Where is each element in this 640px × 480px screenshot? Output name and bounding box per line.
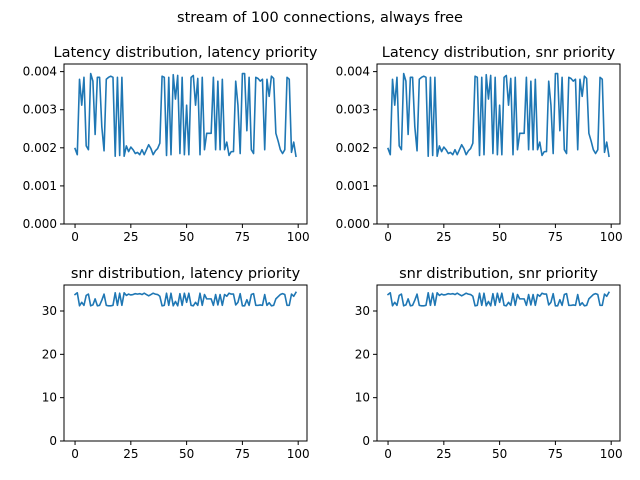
x-tick-label: 100 [600, 447, 623, 461]
x-tick-label: 0 [71, 230, 79, 244]
x-tick-label: 100 [600, 230, 623, 244]
series-line [387, 72, 610, 158]
y-tick-label: 20 [42, 347, 57, 361]
x-tick-label: 50 [179, 230, 194, 244]
x-tick-label: 50 [492, 230, 507, 244]
series-line [74, 72, 297, 158]
series-line [386, 291, 611, 307]
x-tick-label: 25 [123, 447, 138, 461]
plot-frame [376, 284, 621, 442]
x-tick-label: 25 [123, 230, 138, 244]
x-tick-label: 75 [548, 230, 563, 244]
figure-suptitle: stream of 100 connections, always free [177, 10, 463, 26]
y-tick-label: 0.004 [336, 65, 370, 79]
x-tick-label: 0 [384, 230, 392, 244]
y-tick-label: 0.000 [336, 217, 370, 231]
x-tick-label: 0 [71, 447, 79, 461]
x-tick-label: 100 [287, 230, 310, 244]
y-tick-label: 10 [355, 391, 370, 405]
y-tick-label: 20 [355, 347, 370, 361]
x-tick-label: 75 [235, 230, 250, 244]
subplot-title: Latency distribution, latency priority [54, 45, 318, 61]
x-tick-label: 0 [384, 447, 392, 461]
subplot-2: Latency distribution, snr priority 0 25 50 7… [336, 45, 623, 244]
y-tick-label: 0.004 [23, 65, 57, 79]
subplot-1: Latency distribution, latency priority 0 2… [23, 45, 318, 244]
x-tick-label: 25 [436, 447, 451, 461]
y-tick-label: 0 [362, 434, 370, 448]
y-tick-label: 0.001 [336, 179, 370, 193]
plot-frame [376, 63, 621, 225]
subplot-title: snr distribution, snr priority [399, 266, 598, 282]
plot-frame [63, 284, 308, 442]
subplot-title: Latency distribution, snr priority [382, 45, 616, 61]
y-tick-label: 0.000 [23, 217, 57, 231]
y-tick-label: 0.003 [336, 103, 370, 117]
x-tick-label: 75 [235, 447, 250, 461]
y-tick-label: 30 [42, 304, 57, 318]
x-tick-label: 50 [179, 447, 194, 461]
y-tick-label: 0.001 [23, 179, 57, 193]
x-tick-label: 100 [287, 447, 310, 461]
series-line [73, 291, 298, 307]
y-tick-label: 0.002 [23, 141, 57, 155]
subplot-3: snr distribution, latency priority 0 25 50 7… [42, 266, 310, 461]
plot-frame [63, 63, 308, 225]
x-tick-label: 25 [436, 230, 451, 244]
x-tick-label: 75 [548, 447, 563, 461]
y-tick-label: 0.002 [336, 141, 370, 155]
y-tick-label: 10 [42, 391, 57, 405]
y-tick-label: 30 [355, 304, 370, 318]
subplot-title: snr distribution, latency priority [71, 266, 301, 282]
x-tick-label: 50 [492, 447, 507, 461]
y-tick-label: 0.003 [23, 103, 57, 117]
y-tick-label: 0 [49, 434, 57, 448]
subplot-grid: Latency distribution, latency priority 0 2… [23, 45, 623, 461]
